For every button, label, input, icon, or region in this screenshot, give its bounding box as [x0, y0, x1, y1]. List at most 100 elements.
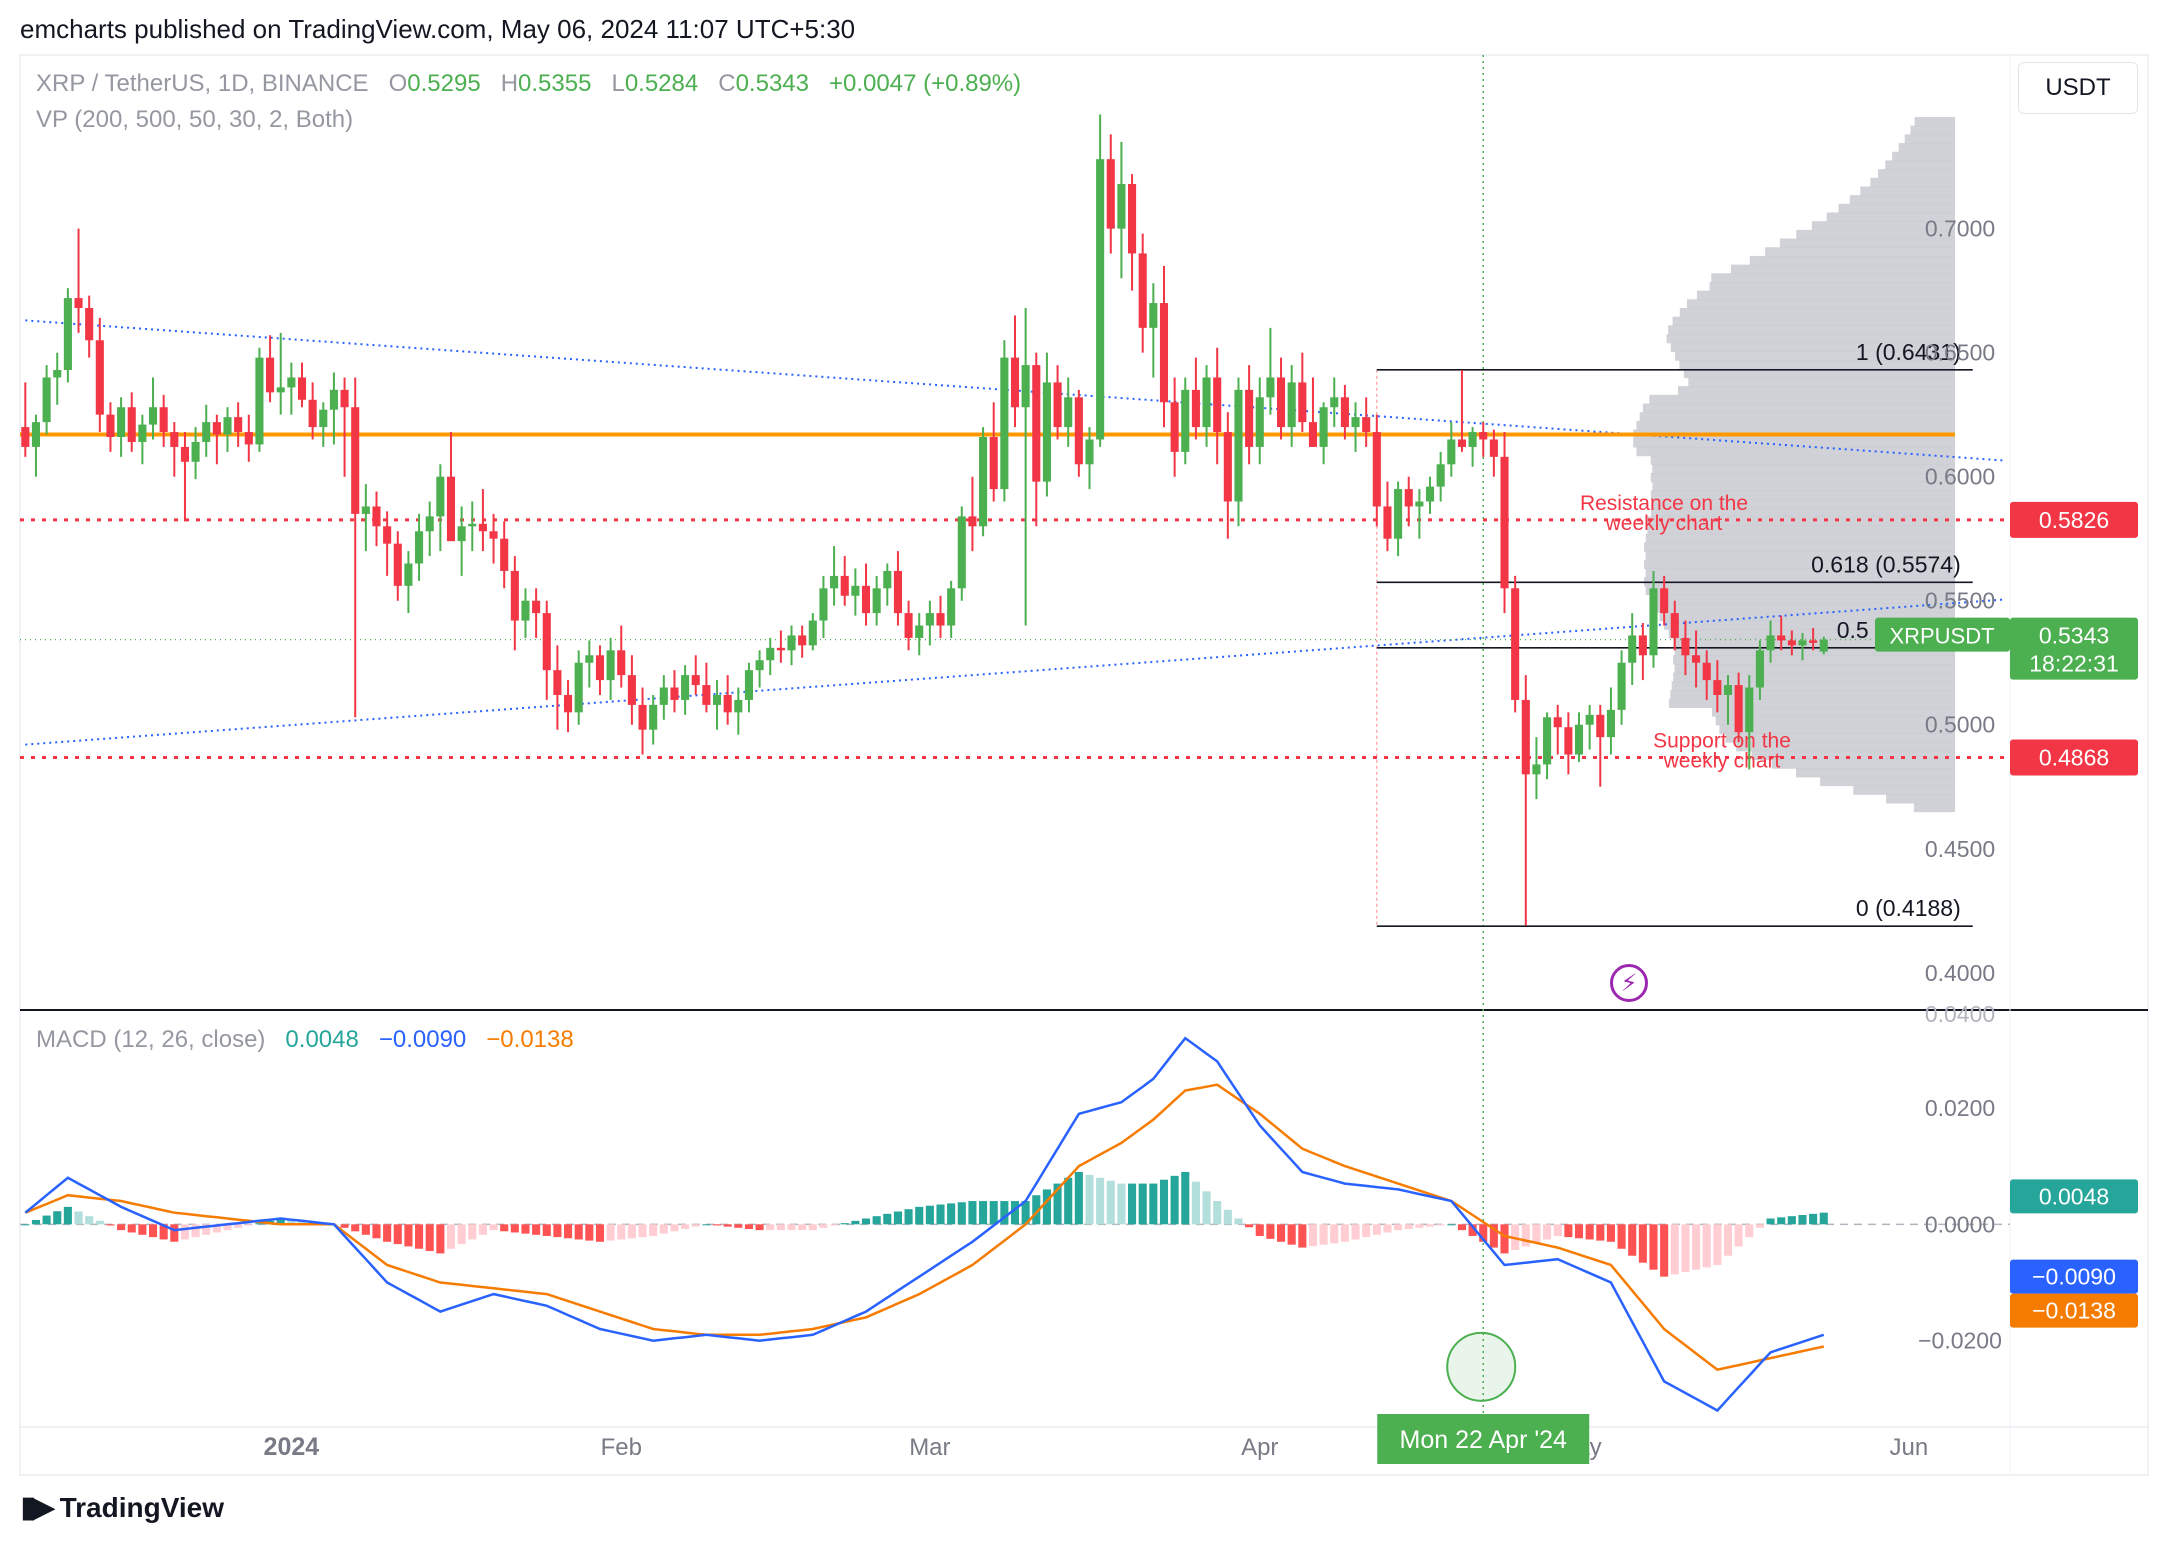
- volume-profile-row: [1796, 229, 1955, 240]
- candle-body: [532, 600, 541, 614]
- macd-histogram-bar: [1096, 1177, 1105, 1225]
- time-axis-tick: Mar: [909, 1434, 950, 1461]
- candle-body: [1340, 397, 1349, 428]
- tradingview-brand[interactable]: ▮▶ TradingView: [20, 1490, 224, 1525]
- macd-histogram-bar: [606, 1224, 615, 1241]
- macd-histogram-bar: [1106, 1180, 1115, 1225]
- currency-button[interactable]: USDT: [2018, 62, 2138, 114]
- macd-histogram-bar: [127, 1224, 136, 1233]
- candle-body: [521, 600, 530, 621]
- macd-histogram-bar: [436, 1224, 445, 1254]
- candles: [21, 114, 1828, 926]
- candle-body: [170, 432, 179, 447]
- volume-profile-row: [1633, 438, 1955, 448]
- volume-profile-row: [1913, 802, 1955, 813]
- candle-body: [202, 422, 211, 442]
- candle-body: [734, 699, 743, 713]
- candle-body: [329, 389, 338, 410]
- candle-body: [776, 647, 785, 651]
- candle-body: [755, 660, 764, 671]
- fib-level-label: 0 (0.4188): [1856, 895, 1961, 921]
- macd-histogram-bar: [638, 1224, 647, 1238]
- macd-histogram-bar: [915, 1206, 924, 1225]
- macd-histogram-bar: [297, 1220, 307, 1225]
- macd-histogram-bar: [510, 1224, 519, 1233]
- candle-body: [1787, 640, 1796, 646]
- macd-histogram-bar: [627, 1224, 636, 1239]
- macd-histogram-bar: [234, 1224, 243, 1228]
- macd-histogram-bar: [659, 1224, 668, 1234]
- time-axis-tick: 2024: [264, 1433, 320, 1461]
- macd-legend: MACD (12, 26, close) 0.0048 −0.0090 −0.0…: [36, 1026, 574, 1054]
- candle-body: [489, 531, 498, 539]
- close-value: 0.5343: [735, 70, 809, 97]
- macd-histogram-bar: [521, 1224, 530, 1234]
- support-annotation: weekly chart: [1663, 749, 1781, 772]
- volume-profile-row: [1668, 629, 1955, 639]
- flash-icon[interactable]: ⚡: [1610, 964, 1648, 1002]
- macd-histogram-bar: [244, 1224, 253, 1226]
- macd-histogram-bar: [957, 1202, 966, 1225]
- close-key: C: [718, 70, 736, 97]
- crosshair-date-label: Mon 22 Apr '24: [1400, 1426, 1567, 1454]
- macd-histogram-bar: [170, 1224, 179, 1242]
- candle-body: [1479, 432, 1488, 440]
- macd-histogram-bar: [255, 1223, 264, 1225]
- candle-body: [925, 613, 934, 626]
- volume-profile-legend[interactable]: VP (200, 500, 50, 30, 2, Both): [36, 106, 354, 133]
- candle-body: [766, 647, 775, 661]
- macd-histogram-bar: [1042, 1189, 1051, 1225]
- macd-histogram-bar: [1000, 1201, 1009, 1225]
- candle-body: [1245, 389, 1254, 447]
- volume-profile-row: [1838, 203, 1955, 214]
- volume-profile-row: [1668, 325, 1955, 335]
- candle-body: [1085, 439, 1094, 465]
- volume-profile-row: [1679, 308, 1955, 318]
- volume-profile-row: [1644, 542, 1955, 552]
- macd-histogram-bar: [1213, 1201, 1222, 1225]
- volume-profile-row: [1673, 655, 1955, 665]
- candle-body: [1819, 639, 1828, 652]
- candle-body: [117, 407, 126, 437]
- macd-histogram-bar: [744, 1224, 754, 1229]
- volume-profile-row: [1898, 143, 1955, 153]
- candle-body: [1032, 365, 1041, 482]
- candle-body: [936, 613, 945, 626]
- volume-profile-row: [1892, 151, 1955, 162]
- candle-body: [1564, 727, 1573, 755]
- volume-profile-row: [1820, 776, 1955, 787]
- macd-histogram-bar: [776, 1224, 785, 1231]
- macd-histogram-bar: [404, 1224, 413, 1247]
- volume-profile-row: [1771, 759, 1955, 769]
- macd-histogram-bar: [148, 1224, 158, 1238]
- volume-profile-row: [1642, 403, 1955, 413]
- candle-body: [212, 422, 221, 435]
- candle-body: [1511, 588, 1520, 700]
- macd-histogram-bar: [691, 1224, 700, 1227]
- macd-histogram-bar: [1340, 1224, 1349, 1242]
- macd-histogram-bar: [1755, 1224, 1764, 1228]
- candle-body: [1362, 417, 1371, 433]
- macd-title[interactable]: MACD (12, 26, close): [36, 1026, 266, 1053]
- candle-body: [798, 635, 807, 646]
- published-header: emcharts published on TradingView.com, M…: [20, 14, 856, 44]
- candle-body: [361, 506, 370, 514]
- candle-body: [1755, 650, 1764, 688]
- symbol-name[interactable]: XRP / TetherUS, 1D, BINANCE: [36, 70, 369, 97]
- candle-body: [1532, 764, 1541, 775]
- volume-profile-row: [1725, 733, 1955, 743]
- macd-histogram-bar: [138, 1224, 147, 1235]
- volume-profile-row: [1811, 221, 1955, 231]
- candle-body: [893, 570, 902, 614]
- macd-signal-value: −0.0138: [486, 1026, 574, 1053]
- macd-histogram-bar: [372, 1224, 381, 1239]
- candle-body: [712, 694, 722, 705]
- candle-body: [1745, 687, 1754, 733]
- candle-body: [585, 655, 594, 663]
- macd-histogram-bar: [766, 1224, 775, 1231]
- time-axis-tick: Apr: [1241, 1434, 1278, 1461]
- volume-profile-row: [1650, 594, 1955, 604]
- candle-body: [883, 570, 892, 589]
- macd-histogram-bar: [212, 1224, 221, 1233]
- macd-axis-tick: 0.0200: [1925, 1095, 1995, 1121]
